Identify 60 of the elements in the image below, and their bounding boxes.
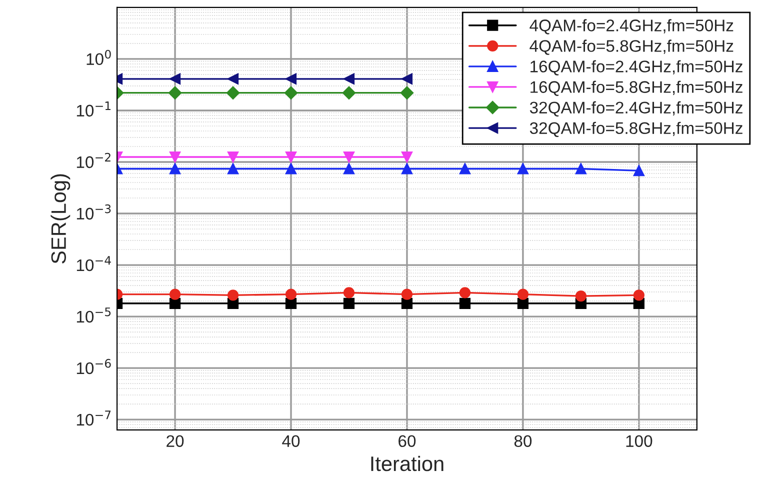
- point: [401, 163, 413, 174]
- y-axis-title: SER(Log): [50, 174, 70, 264]
- legend-label: 32QAM-fo=5.8GHz,fm=50Hz: [530, 122, 742, 138]
- point: [227, 290, 239, 301]
- y-tick-label: 10$^{−4}$: [76, 256, 111, 272]
- point: [343, 151, 355, 163]
- point: [459, 298, 471, 309]
- point: [285, 298, 297, 309]
- x-tick-label: 100: [626, 435, 652, 448]
- point: [342, 86, 356, 100]
- point: [517, 298, 529, 309]
- point: [517, 288, 529, 300]
- point: [517, 163, 529, 174]
- point: [401, 151, 413, 163]
- point: [169, 73, 181, 84]
- point: [169, 288, 181, 300]
- point: [575, 163, 586, 174]
- point: [227, 73, 239, 84]
- point: [169, 163, 181, 174]
- point: [343, 163, 355, 174]
- point: [227, 163, 239, 174]
- y-tick-label: 10$^{−6}$: [76, 358, 111, 374]
- point: [284, 86, 298, 100]
- point: [285, 151, 297, 163]
- x-tick-label: 80: [514, 435, 532, 448]
- point: [459, 163, 471, 174]
- point: [227, 151, 239, 163]
- y-tick-label: 10$^{−2}$: [76, 152, 110, 168]
- point: [226, 86, 240, 100]
- x-tick-label: 40: [282, 435, 300, 448]
- point: [168, 86, 182, 100]
- point: [343, 73, 355, 84]
- point: [285, 288, 297, 300]
- legend-label: 32QAM-fo=2.4GHz,fm=50Hz: [530, 101, 742, 116]
- y-tick-label: 10$^{−3}$: [76, 204, 111, 220]
- x-tick-label: 60: [398, 435, 416, 448]
- y-tick-label: 10$^{−7}$: [76, 410, 111, 426]
- point: [633, 290, 644, 301]
- legend-label: 16QAM-fo=5.8GHz,fm=50Hz: [530, 80, 742, 96]
- point: [400, 86, 414, 100]
- point: [633, 165, 644, 176]
- point: [401, 288, 413, 300]
- y-tick-label: 10$^{−5}$: [76, 308, 111, 323]
- point: [169, 151, 181, 163]
- y-tick-label: 10$^{0}$: [86, 50, 111, 66]
- point: [459, 287, 471, 298]
- x-axis-title: Iteration: [371, 456, 444, 472]
- legend-label: 4QAM-fo=2.4GHz,fm=50Hz: [530, 19, 734, 34]
- point: [575, 290, 586, 302]
- legend-label: 16QAM-fo=2.4GHz,fm=50Hz: [530, 60, 742, 76]
- point: [401, 298, 413, 309]
- point: [343, 298, 355, 309]
- point: [285, 163, 297, 174]
- legend-label: 4QAM-fo=5.8GHz,fm=50Hz: [530, 40, 734, 55]
- point: [169, 298, 181, 309]
- point: [285, 73, 297, 84]
- x-tick-label: 20: [166, 435, 184, 448]
- point: [401, 73, 413, 84]
- point: [343, 287, 355, 298]
- y-tick-label: 10$^{−1}$: [76, 102, 111, 117]
